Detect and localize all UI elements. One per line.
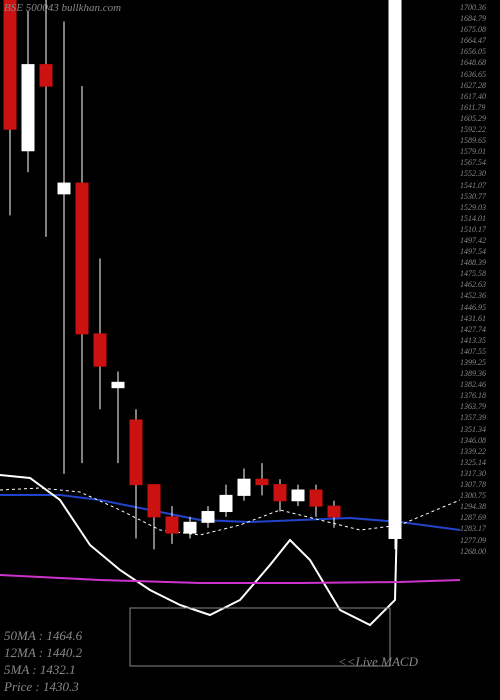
- y-axis-label: 1452.36: [460, 292, 500, 300]
- candlestick-chart: BSE 500043 bullkhan.com 50MA : 1464.6 12…: [0, 0, 460, 700]
- y-axis: 1700.36 1684.79 1675.08 1664.47 1656.05 1648.…: [460, 0, 500, 560]
- y-axis-label: 1675.08: [460, 26, 500, 34]
- site-label: bullkhan.com: [61, 2, 121, 14]
- y-axis-label: 1363.79: [460, 403, 500, 411]
- y-axis-label: 1399.25: [460, 359, 500, 367]
- y-axis-label: 1431.61: [460, 315, 500, 323]
- y-axis-label: 1268.00: [460, 548, 500, 556]
- y-axis-label: 1627.28: [460, 82, 500, 90]
- y-axis-label: 1325.14: [460, 459, 500, 467]
- y-axis-label: 1541.07: [460, 182, 500, 190]
- y-axis-label: 1648.68: [460, 59, 500, 67]
- y-axis-label: 1300.75: [460, 492, 500, 500]
- y-axis-label: 1611.79: [460, 104, 500, 112]
- y-axis-label: 1636.65: [460, 71, 500, 79]
- y-axis-label: 1382.46: [460, 381, 500, 389]
- y-axis-label: 1664.47: [460, 37, 500, 45]
- y-axis-label: 1530.77: [460, 193, 500, 201]
- y-axis-label: 1552.30: [460, 170, 500, 178]
- y-axis-label: 1294.38: [460, 503, 500, 511]
- chart-header: BSE 500043 bullkhan.com: [4, 2, 121, 14]
- price-label: Price : 1430.3: [4, 679, 82, 696]
- y-axis-label: 1427.74: [460, 326, 500, 334]
- y-axis-label: 1283.17: [460, 525, 500, 533]
- y-axis-label: 1589.65: [460, 137, 500, 145]
- y-axis-label: 1592.22: [460, 126, 500, 134]
- ma12-label: 12MA : 1440.2: [4, 645, 82, 662]
- y-axis-label: 1497.54: [460, 248, 500, 256]
- y-axis-label: 1514.01: [460, 215, 500, 223]
- ticker-label: BSE 500043: [4, 2, 59, 14]
- y-axis-label: 1389.36: [460, 370, 500, 378]
- y-axis-label: 1287.69: [460, 514, 500, 522]
- y-axis-label: 1357.39: [460, 414, 500, 422]
- y-axis-label: 1510.17: [460, 226, 500, 234]
- y-axis-label: 1605.29: [460, 115, 500, 123]
- y-axis-label: 1376.18: [460, 392, 500, 400]
- y-axis-label: 1346.08: [460, 437, 500, 445]
- y-axis-label: 1567.54: [460, 159, 500, 167]
- y-axis-label: 1656.05: [460, 48, 500, 56]
- macd-label: <<Live MACD: [338, 654, 418, 670]
- info-box: 50MA : 1464.6 12MA : 1440.2 5MA : 1432.1…: [4, 628, 82, 696]
- y-axis-label: 1277.09: [460, 537, 500, 545]
- y-axis-label: 1488.39: [460, 259, 500, 267]
- y-axis-label: 1579.01: [460, 148, 500, 156]
- y-axis-label: 1617.40: [460, 93, 500, 101]
- y-axis-label: 1407.55: [460, 348, 500, 356]
- y-axis-label: 1475.58: [460, 270, 500, 278]
- ma50-label: 50MA : 1464.6: [4, 628, 82, 645]
- y-axis-label: 1446.95: [460, 304, 500, 312]
- chart-svg: [0, 0, 460, 700]
- y-axis-label: 1700.36: [460, 4, 500, 12]
- y-axis-label: 1684.79: [460, 15, 500, 23]
- y-axis-label: 1339.22: [460, 448, 500, 456]
- ma5-label: 5MA : 1432.1: [4, 662, 82, 679]
- y-axis-label: 1317.30: [460, 470, 500, 478]
- y-axis-label: 1497.42: [460, 237, 500, 245]
- y-axis-label: 1462.63: [460, 281, 500, 289]
- y-axis-label: 1307.78: [460, 481, 500, 489]
- y-axis-label: 1529.03: [460, 204, 500, 212]
- y-axis-label: 1413.35: [460, 337, 500, 345]
- y-axis-label: 1351.34: [460, 426, 500, 434]
